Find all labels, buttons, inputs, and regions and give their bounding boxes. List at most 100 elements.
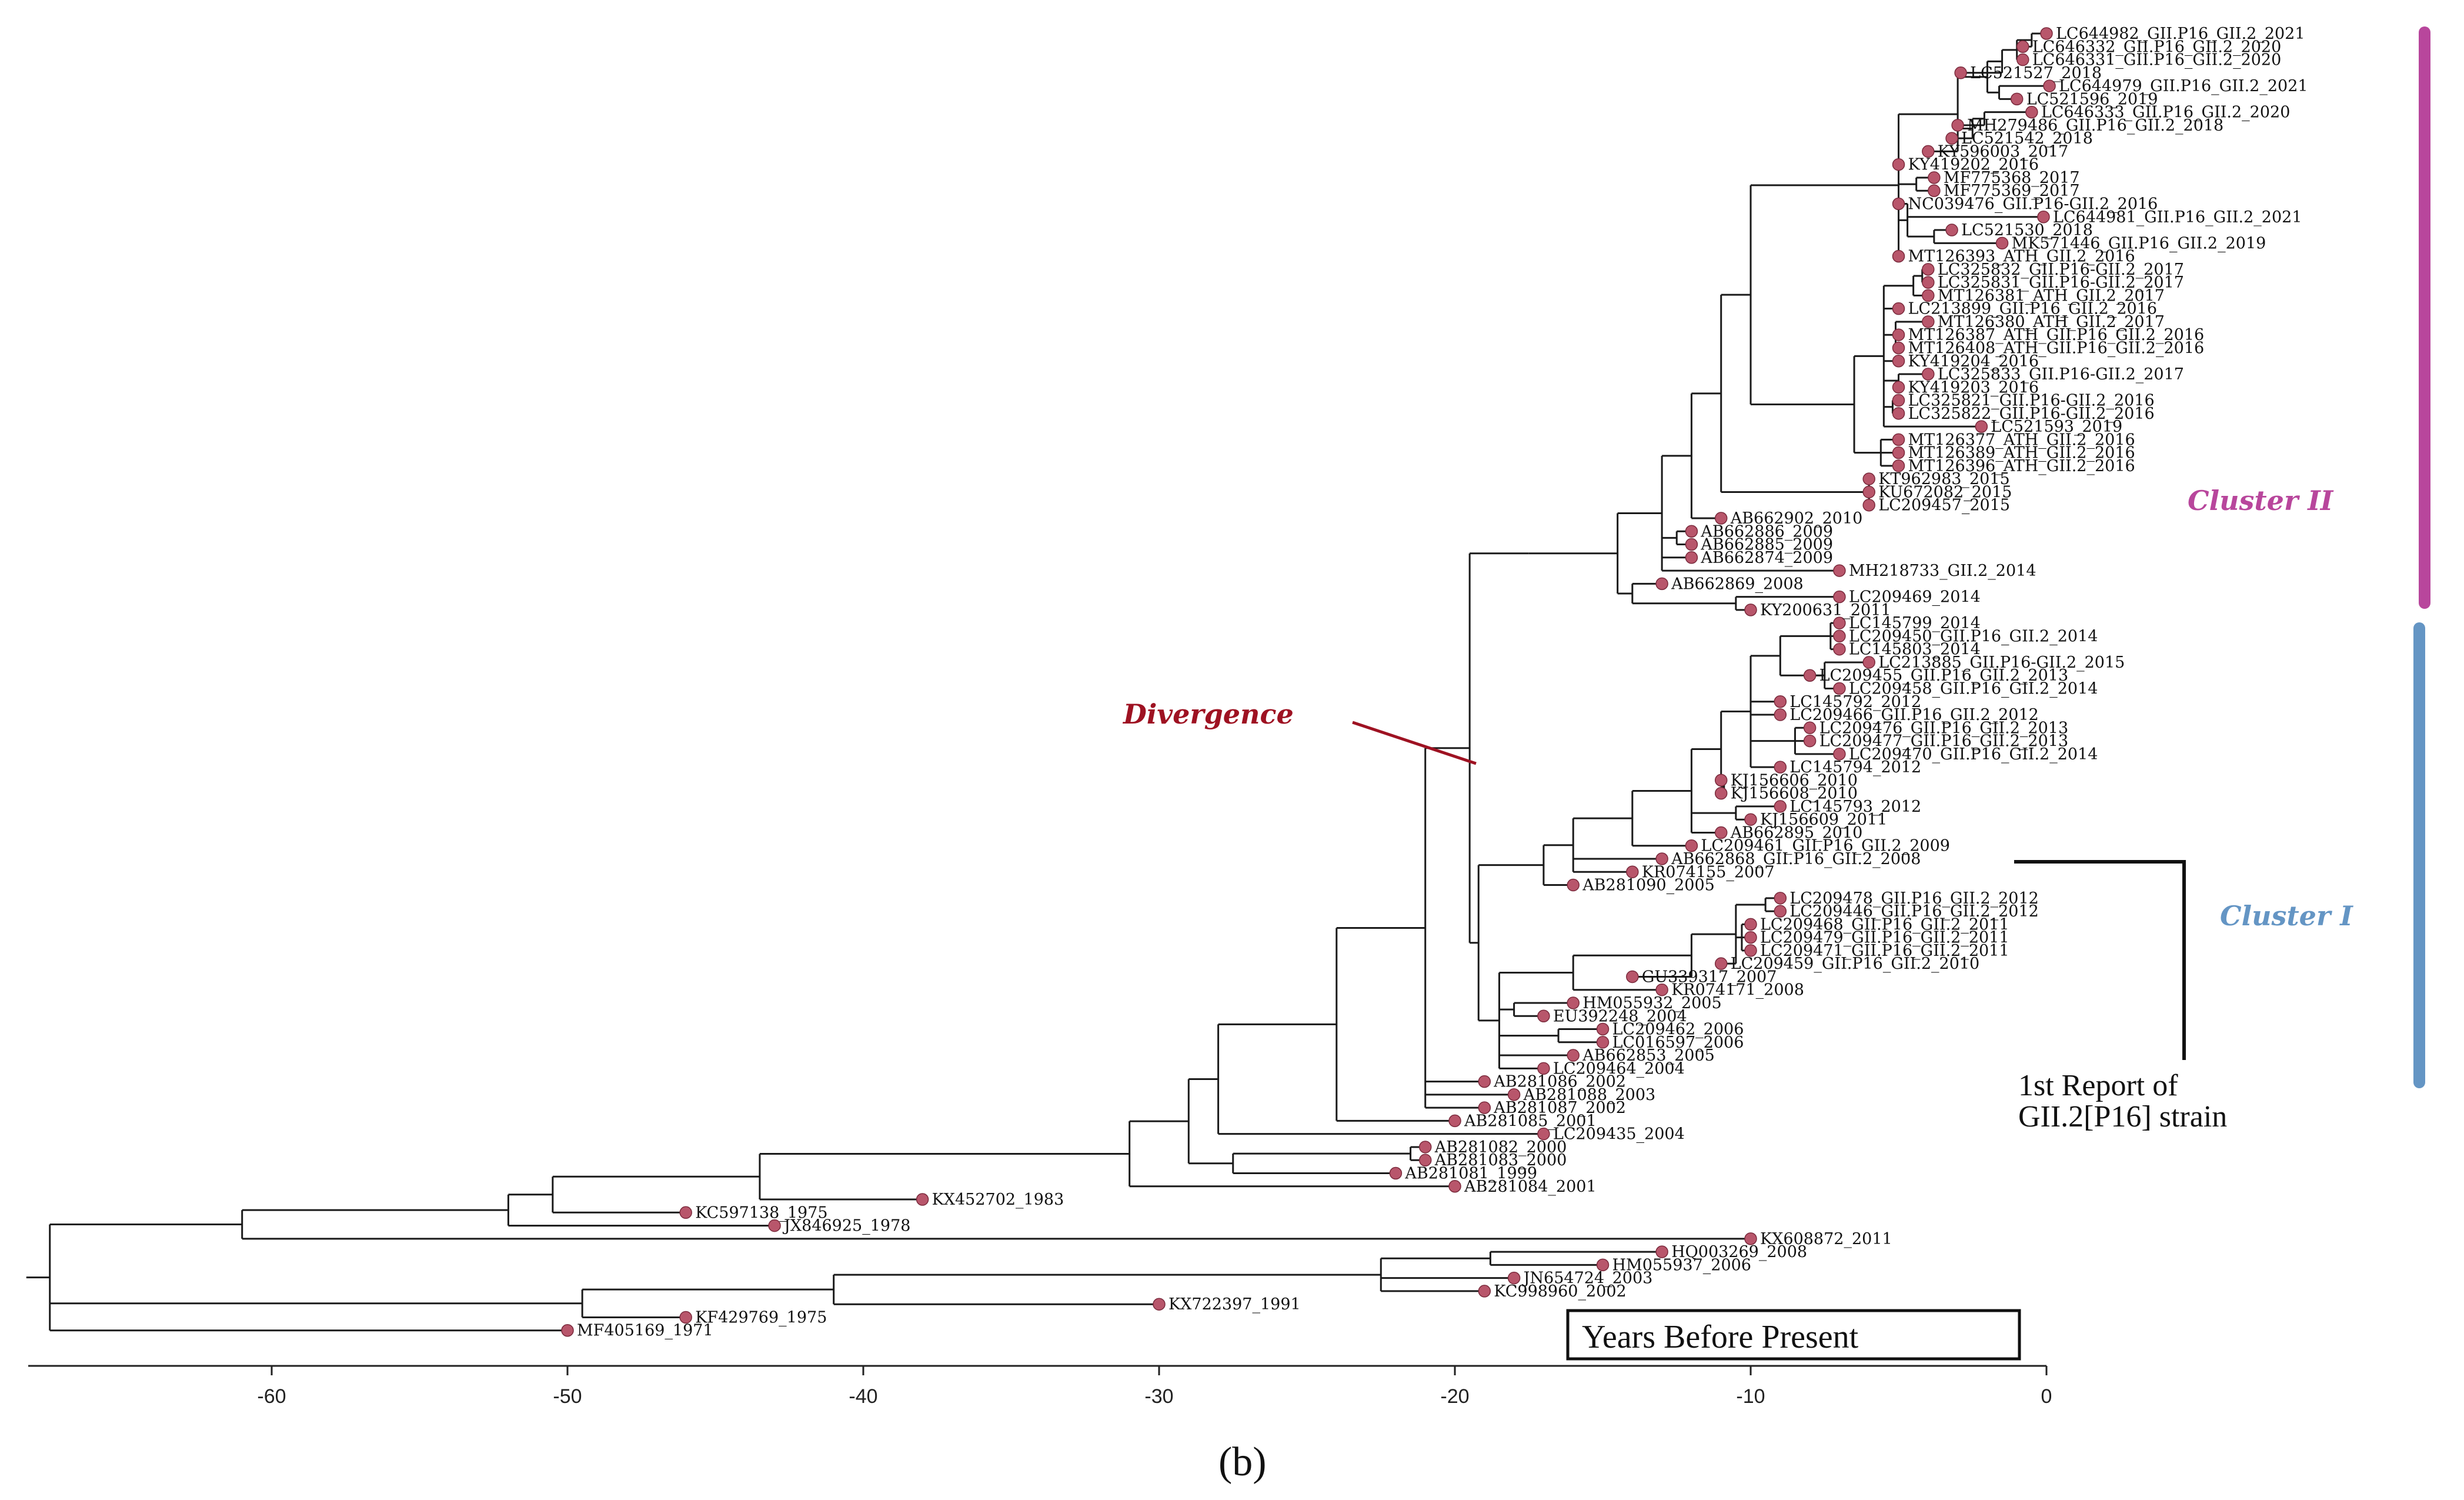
tip-node: [1945, 224, 1958, 236]
tip-node: [1803, 721, 1817, 735]
leaf-label: MT126380_ATH_GII.2_2017: [1938, 313, 2165, 331]
leaf-label: MT126381_ATH_GII.2_2017: [1938, 286, 2165, 305]
tip-node: [2016, 53, 2029, 66]
leaf-label: LC644979_GII.P16_GII.2_2021: [2059, 77, 2308, 95]
tip-node: [1685, 839, 1698, 852]
leaf-label: LC209435_2004: [1553, 1125, 1685, 1144]
tip-node: [916, 1193, 929, 1206]
tip-node: [1995, 236, 2009, 250]
cluster-i-bar: [2413, 622, 2425, 1088]
leaf-label: LC209471_GII.P16_GII.2_2011: [1760, 942, 2009, 960]
leaf-label: LC209468_GII.P16_GII.2_2011: [1760, 915, 2009, 934]
tip-node: [1655, 1245, 1668, 1258]
leaf-label: AB281086_2002: [1493, 1073, 1626, 1091]
leaf-label: MT126396_ATH_GII.2_2016: [1908, 457, 2135, 475]
tip-node: [1507, 1271, 1521, 1285]
leaf-label: LC325821_GII.P16-GII.2_2016: [1908, 392, 2155, 410]
tip-node: [2043, 79, 2056, 92]
tip-node: [1448, 1180, 1461, 1193]
tip-node: [1833, 590, 1846, 604]
tip-node: [1922, 263, 1935, 276]
leaf-label: KC597138_1975: [695, 1204, 827, 1222]
tip-node: [1537, 1127, 1550, 1141]
leaf-label: LC209455_GII.P16_GII.2_2013: [1819, 666, 2069, 685]
leaf-label: MT126389_ATH_GII.2_2016: [1908, 444, 2135, 462]
leaf-label: GU339317_2007: [1642, 968, 1777, 986]
tip-node: [1655, 983, 1668, 996]
leaf-label: LC646331_GII.P16_GII.2_2020: [2032, 51, 2282, 69]
tip-node: [1892, 407, 1905, 420]
leaf-label: KR074171_2008: [1671, 981, 1804, 999]
leaf-label: LC521527_2018: [1970, 64, 2102, 82]
tip-node: [1833, 616, 1846, 629]
tip-node: [1803, 734, 1817, 748]
leaf-label: HQ003269_2008: [1671, 1243, 1807, 1261]
divergence-pointer: [1352, 721, 1477, 765]
leaf-label: AB662874_2009: [1700, 549, 1833, 567]
tip-node: [1626, 970, 1639, 984]
tip-node: [1862, 485, 1875, 499]
leaf-label: AB662868_GII.P16_GII.2_2008: [1671, 850, 1921, 868]
tip-node: [1685, 538, 1698, 551]
leaf-label: LC521596_2019: [2026, 90, 2158, 108]
leaf-label: LC145799_2014: [1849, 614, 1981, 632]
leaf-label: LC145803_2014: [1849, 641, 1981, 659]
tip-node: [1892, 302, 1905, 315]
leaf-label: KJ156608_2010: [1731, 785, 1858, 803]
tip-node: [2037, 211, 2050, 224]
leaf-label: LC521593_2019: [1991, 418, 2122, 436]
leaf-label: KY596003_2017: [1938, 142, 2069, 161]
leaf-label: HM055932_2005: [1582, 994, 1721, 1012]
tip-node: [2016, 40, 2029, 54]
tip-node: [768, 1219, 781, 1232]
leaf-label: LC521530_2018: [1961, 221, 2093, 239]
tip-node: [1922, 315, 1935, 328]
leaf-label: KX608872_2011: [1760, 1230, 1892, 1248]
leaf-label: LC646333_GII.P16_GII.2_2020: [2041, 104, 2291, 122]
tip-node: [1892, 381, 1905, 394]
tip-node: [2025, 105, 2038, 119]
tip-node: [1537, 1062, 1550, 1075]
tip-node: [1567, 1049, 1580, 1062]
tip-node: [1922, 276, 1935, 289]
tip-node: [1448, 1114, 1461, 1128]
cluster-ii-bar: [2419, 26, 2430, 609]
leaf-label: LC644982_GII.P16_GII.2_2021: [2056, 25, 2305, 43]
leaf-label: AB281081_1999: [1404, 1164, 1537, 1182]
tip-node: [2040, 27, 2053, 40]
leaf-label: LC209459_GII.P16_GII.2_2010: [1731, 955, 1980, 973]
leaf-label: KT962983_2015: [1878, 470, 2009, 488]
leaf-label: LC209446_GII.P16_GII.2_2012: [1789, 902, 2039, 921]
leaf-label: AB281083_2000: [1434, 1151, 1567, 1169]
leaf-label: HM055937_2006: [1612, 1256, 1751, 1274]
leaf-label: MT126393_ATH_GII.2_2016: [1908, 248, 2135, 266]
leaf-label: AB662869_2008: [1671, 575, 1804, 593]
tip-node: [2010, 92, 2024, 106]
tip-node: [1945, 132, 1958, 145]
tip-node: [1774, 708, 1787, 721]
tip-node: [1922, 289, 1935, 302]
leaf-label: LC644981_GII.P16_GII.2_2021: [2053, 208, 2302, 226]
tip-node: [1892, 249, 1905, 263]
tip-node: [1478, 1285, 1491, 1298]
leaf-label: AB662886_2009: [1700, 522, 1833, 541]
tip-node: [679, 1311, 692, 1324]
tree-tips: [561, 27, 2056, 1337]
leaf-label: JX846925_1978: [782, 1217, 910, 1235]
tip-node: [1892, 446, 1905, 459]
leaf-label: AB281084_2001: [1464, 1178, 1597, 1196]
tip-node: [1833, 564, 1846, 577]
leaf-label: MF775368_2017: [1944, 169, 2080, 187]
leaf-label: AB662895_2010: [1730, 824, 1863, 842]
x-tick-label: -30: [1144, 1385, 1173, 1408]
leaf-label: LC145793_2012: [1789, 798, 1921, 816]
leaf-label: AB662885_2009: [1700, 536, 1833, 554]
leaf-label: LC646332_GII.P16_GII.2_2020: [2032, 38, 2282, 56]
tree-leaf-labels: LC644982_GII.P16_GII.2_2021LC646332_GII.…: [577, 25, 2308, 1340]
tip-node: [1478, 1101, 1491, 1114]
tip-node: [1774, 761, 1787, 774]
tip-node: [1892, 355, 1905, 368]
first-report-label-line2: GII.2[P16] strain: [2018, 1100, 2227, 1134]
leaf-label: MT126408_ATH_GII.P16_GII.2_2016: [1908, 339, 2205, 357]
